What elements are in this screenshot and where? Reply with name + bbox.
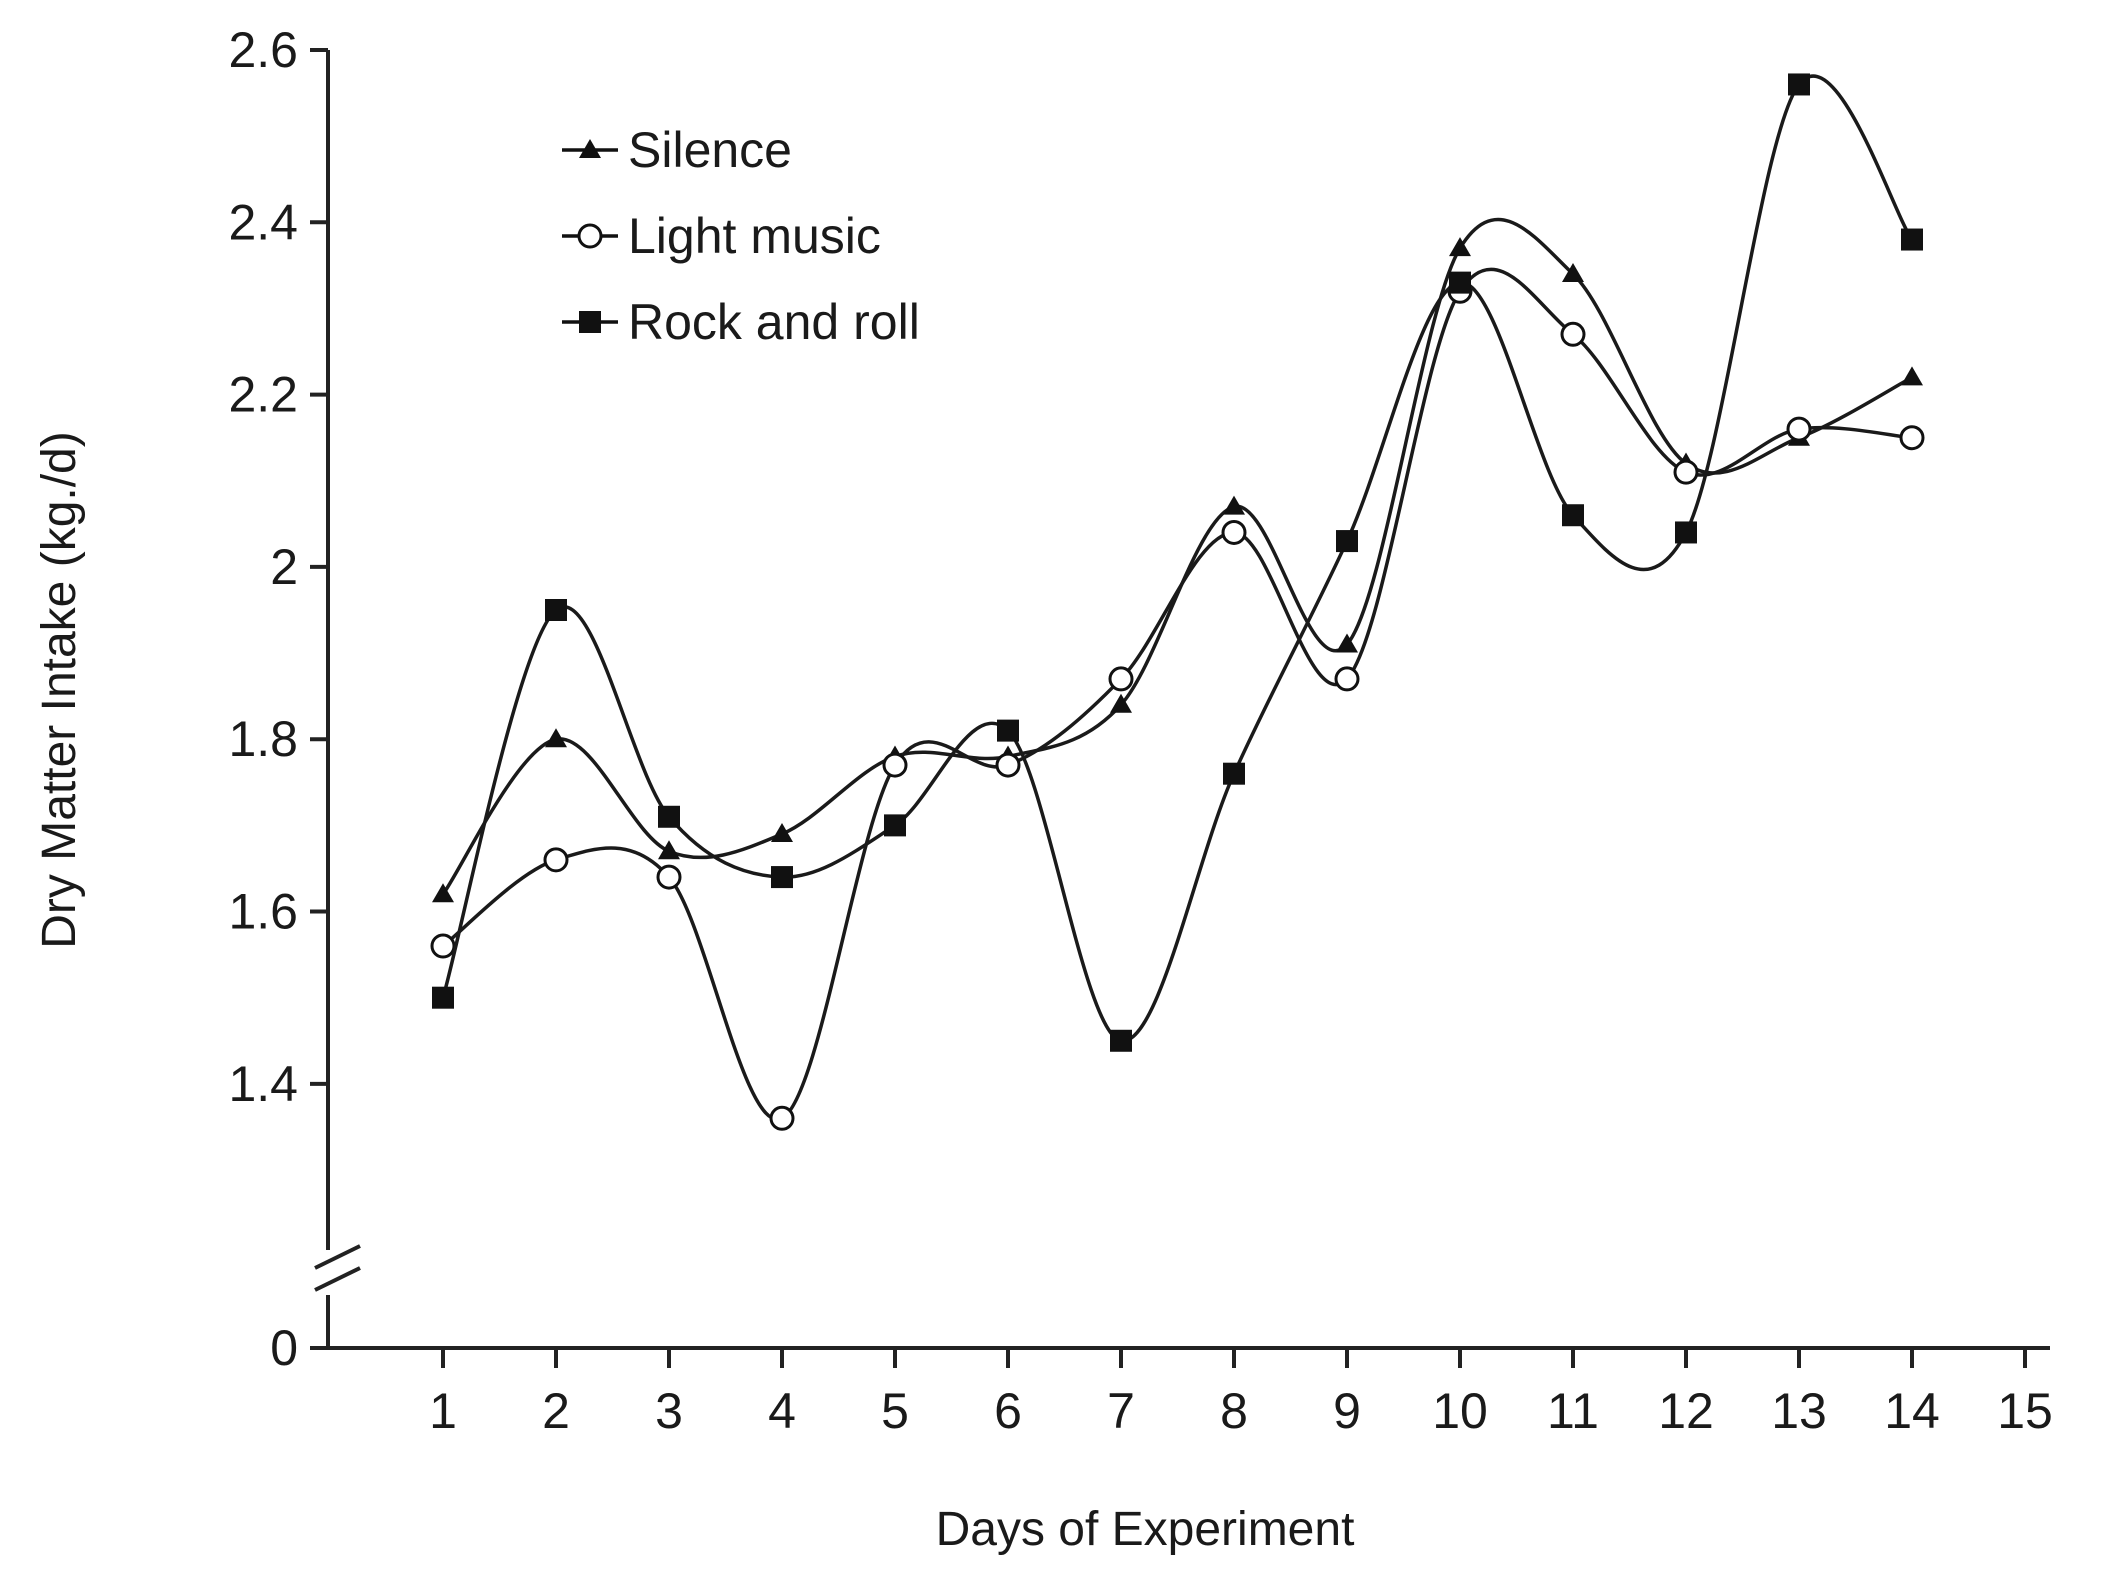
data-point-rock-and-roll <box>1901 228 1923 251</box>
x-tick-label: 8 <box>1220 1383 1248 1439</box>
data-point-rock-and-roll <box>545 599 567 621</box>
data-point-light-music <box>1786 416 1812 442</box>
ticks: 01.41.61.822.22.42.61 2 3 4 5 6 7 8 9 10 11 12 13 14 1… <box>228 22 2052 1439</box>
y-tick-label: 1.8 <box>228 711 298 767</box>
data-point-silence <box>1901 366 1923 386</box>
x-tick-label: 6 <box>994 1383 1022 1439</box>
data-point-light-music <box>769 1105 795 1131</box>
x-tick-label: 5 <box>881 1383 909 1439</box>
data-point-rock-and-roll <box>1110 1029 1132 1052</box>
data-point-rock-and-roll <box>1449 271 1471 294</box>
x-tick-label: 4 <box>768 1383 796 1439</box>
data-point-silence <box>1110 693 1132 713</box>
legend-item-silence: Silence <box>562 122 792 178</box>
legend-label: Light music <box>628 208 881 264</box>
legend: Silence Light music Rock and roll <box>562 122 920 350</box>
data-point-rock-and-roll <box>1788 73 1810 96</box>
data-point-rock-and-roll <box>432 986 454 1009</box>
data-point-rock-and-roll <box>658 805 680 828</box>
series-line-light-music <box>441 267 1913 1122</box>
data-point-rock-and-roll <box>1223 762 1245 785</box>
legend-label: Silence <box>628 122 792 178</box>
data-point-silence <box>1336 633 1358 653</box>
series-light-music <box>430 267 1925 1131</box>
x-tick-label: 11 <box>1547 1383 1599 1439</box>
x-tick-label: 7 <box>1107 1383 1135 1439</box>
data-point-rock-and-roll <box>884 814 906 837</box>
y-tick-label: 2.4 <box>228 194 298 250</box>
data-point-light-music <box>882 752 908 778</box>
series-rock-and-roll <box>432 73 1923 1052</box>
x-tick-label: 12 <box>1658 1383 1714 1439</box>
legend-item-light-music: Light music <box>562 208 881 264</box>
data-point-rock-and-roll <box>1336 530 1358 553</box>
x-tick-label: 1 <box>429 1383 457 1439</box>
data-point-silence <box>658 840 680 860</box>
data-point-rock-and-roll <box>771 866 793 889</box>
y-tick-label: 2 <box>270 539 298 595</box>
data-point-silence <box>1223 495 1245 515</box>
x-tick-label: 9 <box>1333 1383 1361 1439</box>
data-point-light-music <box>430 933 456 959</box>
data-point-light-music <box>656 864 682 890</box>
data-point-silence <box>545 728 567 748</box>
legend-marker-rock-and-roll <box>579 311 601 333</box>
y-axis-break-mark <box>314 1266 361 1292</box>
data-point-light-music <box>1560 321 1586 347</box>
data-point-light-music <box>1899 425 1925 451</box>
data-point-light-music <box>1108 666 1134 692</box>
x-tick-label: 3 <box>655 1383 683 1439</box>
x-tick-label: 15 <box>1997 1383 2053 1439</box>
data-point-light-music <box>1334 666 1360 692</box>
y-tick-label: 2.6 <box>228 22 298 78</box>
y-tick-label: 1.4 <box>228 1056 298 1112</box>
data-point-light-music <box>1673 459 1699 485</box>
x-tick-label: 13 <box>1771 1383 1827 1439</box>
data-point-rock-and-roll <box>997 719 1019 742</box>
data-point-rock-and-roll <box>1562 504 1584 527</box>
legend-label: Rock and roll <box>628 294 920 350</box>
data-point-silence <box>432 883 454 903</box>
legend-marker-silence <box>579 139 601 158</box>
data-point-silence <box>1562 263 1584 282</box>
x-tick-label: 14 <box>1884 1383 1940 1439</box>
data-point-light-music <box>995 752 1021 778</box>
legend-item-rock-and-roll: Rock and roll <box>562 294 920 350</box>
data-point-silence <box>1449 237 1471 257</box>
x-tick-label: 2 <box>542 1383 570 1439</box>
series-layer <box>430 73 1925 1131</box>
data-point-silence <box>771 823 793 842</box>
axes <box>314 50 2050 1350</box>
x-axis-title: Days of Experiment <box>936 1503 1355 1556</box>
legend-marker-light-music <box>577 223 603 249</box>
data-point-light-music <box>1221 519 1247 545</box>
data-point-rock-and-roll <box>1675 521 1697 544</box>
y-tick-label: 1.6 <box>228 884 298 940</box>
y-tick-label: 0 <box>270 1320 298 1376</box>
data-point-light-music <box>543 847 569 873</box>
x-tick-label: 10 <box>1432 1383 1488 1439</box>
y-tick-label: 2.2 <box>228 367 298 423</box>
y-axis-title: Dry Matter Intake (kg./d) <box>33 431 86 948</box>
y-axis-break-mark <box>314 1244 361 1270</box>
